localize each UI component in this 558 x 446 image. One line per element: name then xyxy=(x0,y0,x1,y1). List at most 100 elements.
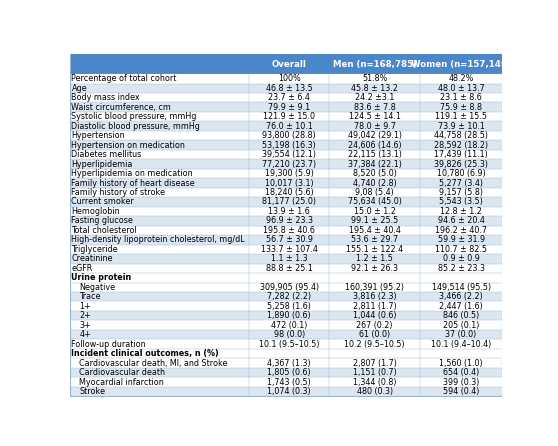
Bar xyxy=(70,264,502,273)
Bar xyxy=(70,150,502,159)
Bar xyxy=(249,54,329,74)
Bar xyxy=(70,197,502,206)
Text: Waist circumference, cm: Waist circumference, cm xyxy=(71,103,171,112)
Text: Hemoglobin: Hemoglobin xyxy=(71,207,120,216)
Text: Hyperlipidemia: Hyperlipidemia xyxy=(71,160,133,169)
Bar xyxy=(70,273,502,282)
Text: High-density lipoprotein cholesterol, mg/dL: High-density lipoprotein cholesterol, mg… xyxy=(71,235,245,244)
Bar xyxy=(70,339,502,349)
Text: 10,017 (3.1): 10,017 (3.1) xyxy=(265,178,314,187)
Bar xyxy=(70,349,502,358)
Text: Total cholesterol: Total cholesterol xyxy=(71,226,137,235)
Text: 1.2 ± 1.5: 1.2 ± 1.5 xyxy=(356,254,393,263)
Bar xyxy=(70,54,249,74)
Bar xyxy=(70,244,502,254)
Bar xyxy=(70,320,502,330)
Text: 76.0 ± 10.1: 76.0 ± 10.1 xyxy=(266,122,312,131)
Text: 10.1 (9.5–10.5): 10.1 (9.5–10.5) xyxy=(259,340,320,349)
Text: 1+: 1+ xyxy=(79,302,91,311)
Text: 39,826 (25.3): 39,826 (25.3) xyxy=(434,160,488,169)
Text: 160,391 (95.2): 160,391 (95.2) xyxy=(345,283,404,292)
Text: Cardiovascular death: Cardiovascular death xyxy=(79,368,165,377)
Text: 5,543 (3.5): 5,543 (3.5) xyxy=(439,198,483,206)
Text: Myocardial infarction: Myocardial infarction xyxy=(79,377,164,387)
Text: 1.1 ± 1.3: 1.1 ± 1.3 xyxy=(271,254,307,263)
Text: 17,439 (11.1): 17,439 (11.1) xyxy=(434,150,488,159)
Text: 56.7 ± 30.9: 56.7 ± 30.9 xyxy=(266,235,312,244)
Text: 119.1 ± 15.5: 119.1 ± 15.5 xyxy=(435,112,487,121)
Text: 4,367 (1.3): 4,367 (1.3) xyxy=(267,359,311,368)
Text: Body mass index: Body mass index xyxy=(71,93,140,102)
Text: 61 (0.0): 61 (0.0) xyxy=(359,330,390,339)
Text: 83.6 ± 7.8: 83.6 ± 7.8 xyxy=(354,103,396,112)
Bar xyxy=(70,74,502,83)
Text: Fasting glucose: Fasting glucose xyxy=(71,216,133,225)
Text: 98 (0.0): 98 (0.0) xyxy=(273,330,305,339)
Bar xyxy=(70,292,502,301)
Text: 121.9 ± 15.0: 121.9 ± 15.0 xyxy=(263,112,315,121)
Text: 2,811 (1.7): 2,811 (1.7) xyxy=(353,302,397,311)
Bar xyxy=(70,330,502,339)
Bar xyxy=(70,254,502,264)
Text: 8,520 (5.0): 8,520 (5.0) xyxy=(353,169,397,178)
Text: 24.2 ±3.1: 24.2 ±3.1 xyxy=(355,93,395,102)
Bar xyxy=(70,103,502,112)
Text: 1,044 (0.6): 1,044 (0.6) xyxy=(353,311,396,320)
Text: 196.2 ± 40.7: 196.2 ± 40.7 xyxy=(435,226,487,235)
Text: 59.9 ± 31.9: 59.9 ± 31.9 xyxy=(437,235,485,244)
Text: Diabetes mellitus: Diabetes mellitus xyxy=(71,150,142,159)
Bar xyxy=(70,93,502,103)
Text: Hypertension: Hypertension xyxy=(71,131,125,140)
Bar xyxy=(70,368,502,377)
Text: 5,258 (1.6): 5,258 (1.6) xyxy=(267,302,311,311)
Text: 267 (0.2): 267 (0.2) xyxy=(357,321,393,330)
Text: 45.8 ± 13.2: 45.8 ± 13.2 xyxy=(351,84,398,93)
Bar xyxy=(70,358,502,368)
Text: 472 (0.1): 472 (0.1) xyxy=(271,321,307,330)
Bar xyxy=(70,377,502,387)
Text: 195.4 ± 40.4: 195.4 ± 40.4 xyxy=(349,226,401,235)
Bar xyxy=(70,112,502,121)
Text: Diastolic blood pressure, mmHg: Diastolic blood pressure, mmHg xyxy=(71,122,200,131)
Text: 49,042 (29.1): 49,042 (29.1) xyxy=(348,131,402,140)
Text: 480 (0.3): 480 (0.3) xyxy=(357,387,393,396)
Text: 3+: 3+ xyxy=(79,321,91,330)
Text: 1,344 (0.8): 1,344 (0.8) xyxy=(353,377,396,387)
Text: 133.7 ± 107.4: 133.7 ± 107.4 xyxy=(261,245,318,254)
Text: 78.0 ± 9.7: 78.0 ± 9.7 xyxy=(354,122,396,131)
Text: Follow-up duration: Follow-up duration xyxy=(71,340,146,349)
Text: 85.2 ± 23.3: 85.2 ± 23.3 xyxy=(437,264,484,273)
Text: 94.6 ± 20.4: 94.6 ± 20.4 xyxy=(437,216,484,225)
Bar xyxy=(70,178,502,188)
Text: 654 (0.4): 654 (0.4) xyxy=(443,368,479,377)
Text: 81,177 (25.0): 81,177 (25.0) xyxy=(262,198,316,206)
Text: 124.5 ± 14.1: 124.5 ± 14.1 xyxy=(349,112,401,121)
Text: 1,151 (0.7): 1,151 (0.7) xyxy=(353,368,397,377)
Text: 44,758 (28.5): 44,758 (28.5) xyxy=(434,131,488,140)
Text: 24,606 (14.6): 24,606 (14.6) xyxy=(348,140,401,149)
Bar xyxy=(70,206,502,216)
Bar xyxy=(70,188,502,197)
Text: Family history of stroke: Family history of stroke xyxy=(71,188,166,197)
Text: 309,905 (95.4): 309,905 (95.4) xyxy=(259,283,319,292)
Text: Women (n=157,149): Women (n=157,149) xyxy=(411,60,511,69)
Text: 22,115 (13.1): 22,115 (13.1) xyxy=(348,150,402,159)
Text: 1,560 (1.0): 1,560 (1.0) xyxy=(439,359,483,368)
Bar xyxy=(70,83,502,93)
Text: 2,807 (1.7): 2,807 (1.7) xyxy=(353,359,397,368)
Text: 92.1 ± 26.3: 92.1 ± 26.3 xyxy=(351,264,398,273)
Bar xyxy=(70,159,502,169)
Bar xyxy=(70,282,502,292)
Text: 4,740 (2.8): 4,740 (2.8) xyxy=(353,178,397,187)
Bar xyxy=(70,387,502,396)
Bar xyxy=(70,131,502,140)
Text: 5,277 (3.4): 5,277 (3.4) xyxy=(439,178,483,187)
Text: 1,743 (0.5): 1,743 (0.5) xyxy=(267,377,311,387)
Text: 7,282 (2.2): 7,282 (2.2) xyxy=(267,292,311,301)
Text: 79.9 ± 9.1: 79.9 ± 9.1 xyxy=(268,103,310,112)
Text: Age: Age xyxy=(71,84,87,93)
Text: 75.9 ± 8.8: 75.9 ± 8.8 xyxy=(440,103,482,112)
Text: 37,384 (22.1): 37,384 (22.1) xyxy=(348,160,402,169)
Text: 0.9 ± 0.9: 0.9 ± 0.9 xyxy=(442,254,479,263)
Text: 37 (0.0): 37 (0.0) xyxy=(445,330,477,339)
